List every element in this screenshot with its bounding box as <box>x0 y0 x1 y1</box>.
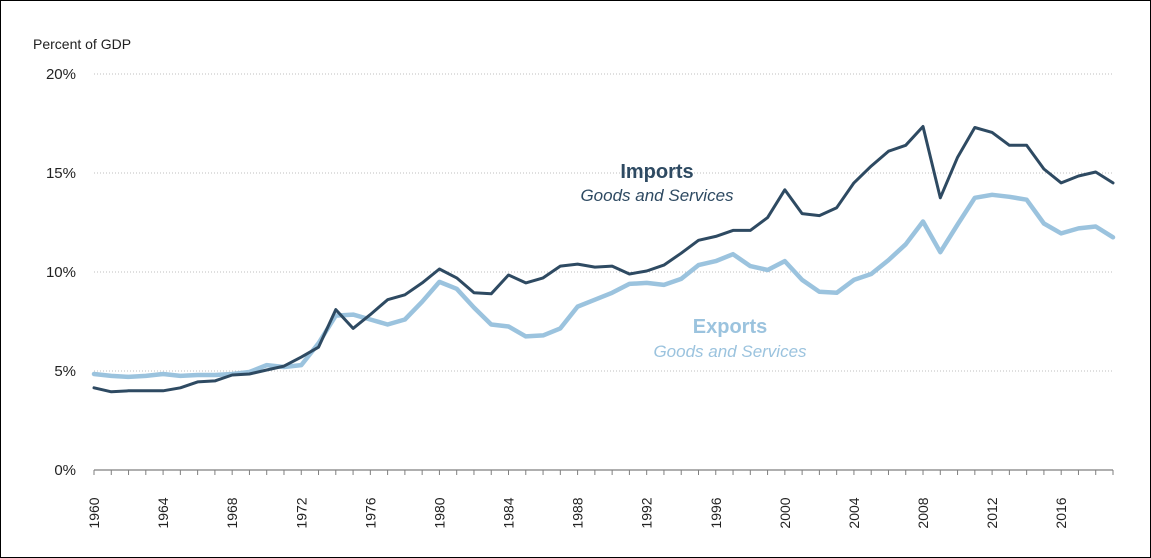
x-axis: 1960 1964 1968 1972 1976 1980 1984 1988 1992 1996… <box>86 469 1114 529</box>
x-tick-label: 2016 <box>1053 497 1069 528</box>
x-tick-label: 2012 <box>984 497 1000 528</box>
series-lines <box>91 125 1116 394</box>
imports-sublabel: Goods and Services <box>580 186 734 205</box>
x-tick-label: 1976 <box>362 497 378 528</box>
gridlines <box>94 73 1113 372</box>
x-tick-label: 1980 <box>431 497 447 528</box>
y-axis-ticks: 0% 5% 10% 15% 20% <box>46 66 76 479</box>
x-tick-label: 1964 <box>155 497 171 528</box>
x-tick-label: 1996 <box>708 497 724 528</box>
exports-sublabel: Goods and Services <box>653 342 807 361</box>
y-axis-title: Percent of GDP <box>33 36 131 52</box>
imports-label: Imports <box>620 161 693 183</box>
x-tick-label: 2000 <box>777 497 793 528</box>
y-tick-label: 0% <box>54 462 76 479</box>
x-tick-label: 1984 <box>501 497 517 528</box>
y-tick-label: 20% <box>46 66 76 83</box>
exports-line <box>91 192 1116 380</box>
x-tick-label: 2004 <box>846 497 862 528</box>
x-tick-label: 1992 <box>639 497 655 528</box>
x-tick-label: 1988 <box>570 497 586 528</box>
x-tick-label: 1960 <box>86 497 102 528</box>
y-tick-label: 5% <box>54 363 76 380</box>
y-tick-label: 15% <box>46 165 76 182</box>
x-tick-label: 1972 <box>293 497 309 528</box>
x-tick-label: 2008 <box>915 497 931 528</box>
imports-line <box>92 125 1115 394</box>
x-tick-label: 1968 <box>224 497 240 528</box>
exports-label: Exports <box>693 316 767 338</box>
y-tick-label: 10% <box>46 264 76 281</box>
